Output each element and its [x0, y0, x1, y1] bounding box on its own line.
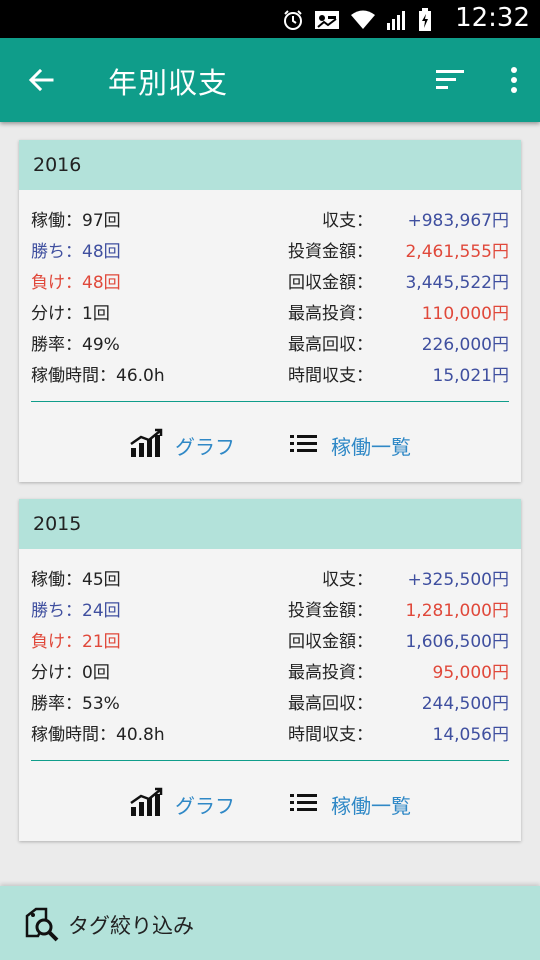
play-list-button[interactable]: 稼働一覧 [289, 787, 411, 821]
max-investment-value: 95,000円 [432, 663, 509, 683]
stat-row: 稼働時間：46.0h 時間収支： 15,021円 [19, 361, 521, 392]
graph-label: グラフ [175, 434, 235, 459]
tag-search-icon [24, 906, 60, 942]
wifi-icon [350, 9, 376, 35]
graph-button[interactable]: グラフ [129, 787, 235, 821]
win-rate: 勝率：49% [31, 335, 120, 355]
stat-row: 負け：48回 回収金額： 3,445,522円 [19, 268, 521, 299]
graph-label: グラフ [175, 793, 235, 818]
list-icon [289, 431, 319, 460]
stat-row: 勝ち：24回 投資金額： 1,281,000円 [19, 596, 521, 627]
stat-row: 勝ち：48回 投資金額： 2,461,555円 [19, 237, 521, 268]
graph-button[interactable]: グラフ [129, 428, 235, 462]
card-actions: グラフ 稼働一覧 [19, 787, 521, 827]
stat-row: 勝率：49% 最高回収： 226,000円 [19, 330, 521, 361]
losses-count: 負け：21回 [31, 632, 121, 652]
return-label: 回収金額： [288, 273, 373, 293]
play-list-label: 稼働一覧 [331, 434, 411, 459]
max-return-label: 最高回収： [288, 335, 373, 355]
year-header: 2015 [19, 499, 521, 549]
play-hours: 稼働時間：40.8h [31, 725, 165, 745]
year-label: 2016 [33, 154, 82, 176]
max-return-value: 244,500円 [421, 694, 509, 714]
hourly-balance-value: 15,021円 [432, 366, 509, 386]
stat-row: 分け：1回 最高投資： 110,000円 [19, 299, 521, 330]
return-label: 回収金額： [288, 632, 373, 652]
tag-filter-label: タグ絞り込み [68, 914, 194, 938]
investment-value: 1,281,000円 [405, 601, 509, 621]
stat-row: 稼働：45回 収支： +325,500円 [19, 565, 521, 596]
year-card: 2015 稼働：45回 収支： +325,500円 勝ち：24回 投資金額： 1… [19, 499, 521, 841]
investment-value: 2,461,555円 [405, 242, 509, 262]
balance-value: +983,967円 [407, 211, 509, 231]
page-title: 年別収支 [108, 66, 229, 100]
plays-count: 稼働：97回 [31, 211, 121, 231]
status-icons [282, 8, 432, 36]
divider [31, 401, 509, 402]
photo-icon [314, 9, 340, 35]
bar-chart-icon [129, 428, 163, 463]
app-bar: 年別収支 [0, 38, 540, 122]
alarm-icon [282, 9, 304, 35]
list-icon [289, 790, 319, 819]
losses-count: 負け：48回 [31, 273, 121, 293]
max-investment-value: 110,000円 [421, 304, 509, 324]
year-card: 2016 稼働：97回 収支： +983,967円 勝ち：48回 投資金額： 2… [19, 140, 521, 482]
play-hours: 稼働時間：46.0h [31, 366, 165, 386]
stat-row: 分け：0回 最高投資： 95,000円 [19, 658, 521, 689]
investment-label: 投資金額： [288, 242, 373, 262]
balance-label: 収支： [322, 211, 373, 231]
hourly-balance-value: 14,056円 [432, 725, 509, 745]
draws-count: 分け：0回 [31, 663, 110, 683]
stats-block: 稼働：97回 収支： +983,967円 勝ち：48回 投資金額： 2,461,… [19, 206, 521, 392]
return-value: 3,445,522円 [405, 273, 509, 293]
more-vert-icon[interactable] [502, 62, 526, 98]
balance-value: +325,500円 [407, 570, 509, 590]
max-investment-label: 最高投資： [288, 663, 373, 683]
back-arrow-icon[interactable] [22, 60, 62, 100]
signal-icon [386, 9, 408, 35]
wins-count: 勝ち：48回 [31, 242, 121, 262]
stat-row: 稼働時間：40.8h 時間収支： 14,056円 [19, 720, 521, 751]
stat-row: 稼働：97回 収支： +983,967円 [19, 206, 521, 237]
max-return-value: 226,000円 [421, 335, 509, 355]
status-time: 12:32 [455, 3, 530, 33]
year-header: 2016 [19, 140, 521, 190]
balance-label: 収支： [322, 570, 373, 590]
bar-chart-icon [129, 787, 163, 822]
battery-icon [418, 8, 432, 36]
stats-block: 稼働：45回 収支： +325,500円 勝ち：24回 投資金額： 1,281,… [19, 565, 521, 751]
stat-row: 負け：21回 回収金額： 1,606,500円 [19, 627, 521, 658]
sort-icon[interactable] [430, 62, 470, 98]
draws-count: 分け：1回 [31, 304, 110, 324]
year-list: 2016 稼働：97回 収支： +983,967円 勝ち：48回 投資金額： 2… [0, 122, 540, 886]
year-label: 2015 [33, 513, 82, 535]
tag-filter-bar[interactable]: タグ絞り込み [0, 886, 540, 960]
play-list-label: 稼働一覧 [331, 793, 411, 818]
card-actions: グラフ 稼働一覧 [19, 428, 521, 468]
hourly-balance-label: 時間収支： [288, 366, 373, 386]
investment-label: 投資金額： [288, 601, 373, 621]
play-list-button[interactable]: 稼働一覧 [289, 428, 411, 462]
stat-row: 勝率：53% 最高回収： 244,500円 [19, 689, 521, 720]
win-rate: 勝率：53% [31, 694, 120, 714]
divider [31, 760, 509, 761]
max-investment-label: 最高投資： [288, 304, 373, 324]
return-value: 1,606,500円 [405, 632, 509, 652]
status-bar: 12:32 [0, 0, 540, 38]
hourly-balance-label: 時間収支： [288, 725, 373, 745]
max-return-label: 最高回収： [288, 694, 373, 714]
wins-count: 勝ち：24回 [31, 601, 121, 621]
plays-count: 稼働：45回 [31, 570, 121, 590]
